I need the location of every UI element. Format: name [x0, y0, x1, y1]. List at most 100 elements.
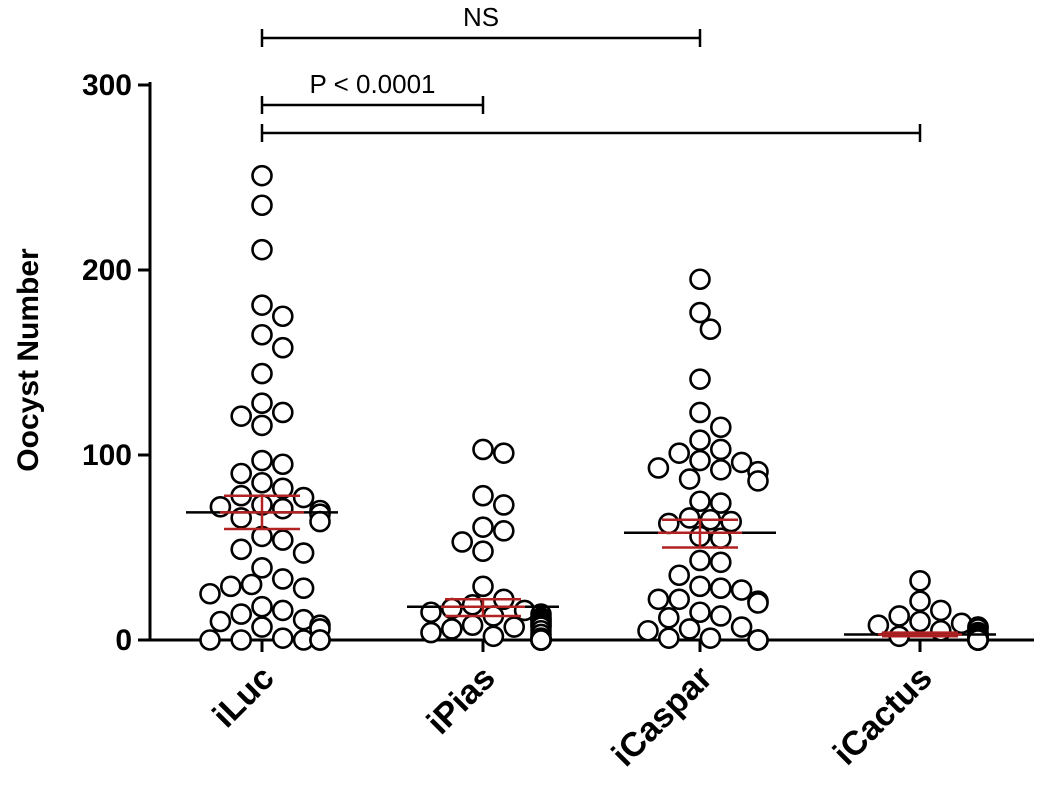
data-point	[730, 579, 753, 601]
data-point	[689, 268, 711, 291]
data-point	[271, 627, 294, 649]
data-points	[199, 164, 989, 651]
x-tick-label: iLuc	[205, 659, 281, 735]
data-point	[689, 575, 711, 598]
data-point	[461, 614, 484, 637]
data-point	[271, 453, 294, 476]
data-point	[440, 618, 463, 640]
x-tick-label: iCaspar	[605, 659, 720, 774]
data-point	[251, 392, 273, 415]
data-point	[230, 462, 252, 485]
data-point	[251, 595, 273, 618]
bracket-label: P < 0.0001	[309, 69, 435, 99]
data-point	[199, 629, 221, 651]
data-point	[251, 238, 273, 261]
data-point	[657, 627, 680, 649]
data-point	[472, 575, 494, 598]
data-point	[482, 625, 505, 648]
data-point	[709, 438, 732, 461]
data-point	[678, 468, 701, 490]
data-point	[251, 194, 273, 217]
data-point	[747, 592, 769, 614]
y-tick-label: 0	[115, 624, 132, 657]
data-point	[472, 484, 494, 507]
data-point	[709, 458, 732, 481]
data-point	[199, 582, 221, 605]
data-point	[292, 486, 315, 509]
comparison-bracket	[260, 124, 922, 142]
data-point	[747, 470, 769, 492]
x-tick-label: iPias	[420, 659, 503, 742]
data-point	[678, 618, 701, 640]
data-point	[709, 605, 732, 627]
data-point	[647, 588, 670, 611]
data-point	[472, 438, 494, 461]
data-point	[230, 405, 252, 427]
data-point	[271, 599, 294, 622]
y-ticks: 0 100 200 300	[82, 69, 150, 657]
data-point	[309, 510, 331, 533]
data-point	[220, 575, 242, 598]
data-point	[689, 449, 711, 472]
data-point	[503, 616, 526, 638]
data-point	[657, 606, 680, 629]
data-point	[709, 551, 732, 574]
data-point	[909, 610, 931, 633]
data-point	[657, 512, 680, 535]
data-point	[689, 368, 711, 390]
data-point	[230, 629, 252, 651]
data-point	[230, 538, 252, 561]
y-tick-label: 200	[82, 254, 132, 287]
data-point	[271, 336, 294, 359]
data-point	[251, 323, 273, 346]
data-point	[309, 629, 331, 651]
data-point	[709, 416, 732, 439]
data-point	[709, 492, 732, 514]
data-point	[888, 605, 911, 627]
data-point	[730, 616, 753, 638]
data-point	[209, 610, 232, 633]
data-point	[271, 477, 294, 500]
data-point	[678, 507, 701, 529]
data-point	[251, 557, 273, 579]
data-point	[271, 529, 294, 551]
data-point	[271, 568, 294, 590]
axes	[148, 82, 1034, 642]
data-point	[251, 414, 273, 437]
data-point	[689, 601, 711, 624]
data-point	[230, 603, 252, 625]
data-point	[492, 494, 515, 516]
data-point	[720, 510, 743, 533]
significance-brackets: NS P < 0.0001	[260, 2, 922, 142]
data-point	[637, 619, 659, 642]
data-point	[251, 471, 273, 494]
comparison-bracket: NS	[260, 2, 702, 47]
data-point	[929, 599, 952, 622]
data-point	[251, 449, 273, 472]
data-point	[472, 516, 494, 538]
data-point	[668, 442, 691, 464]
x-ticks: iLuc iPias iCaspar iCactus	[205, 640, 940, 774]
data-point	[251, 294, 273, 316]
data-point	[709, 577, 732, 600]
data-point	[747, 629, 769, 651]
comparison-bracket: P < 0.0001	[260, 69, 485, 114]
data-point	[689, 429, 711, 452]
data-point	[271, 401, 294, 424]
data-point	[668, 588, 691, 611]
data-point	[699, 627, 722, 649]
mean-sem-bars	[186, 494, 996, 638]
data-point	[689, 401, 711, 424]
data-point	[689, 301, 711, 324]
data-point	[689, 490, 711, 513]
data-point	[292, 542, 315, 564]
data-point	[240, 573, 263, 596]
data-point	[492, 442, 515, 464]
data-point	[472, 540, 494, 563]
data-point	[271, 497, 294, 520]
data-point	[730, 451, 753, 474]
data-point	[689, 549, 711, 572]
y-tick-label: 100	[82, 439, 132, 472]
data-point	[668, 564, 691, 587]
